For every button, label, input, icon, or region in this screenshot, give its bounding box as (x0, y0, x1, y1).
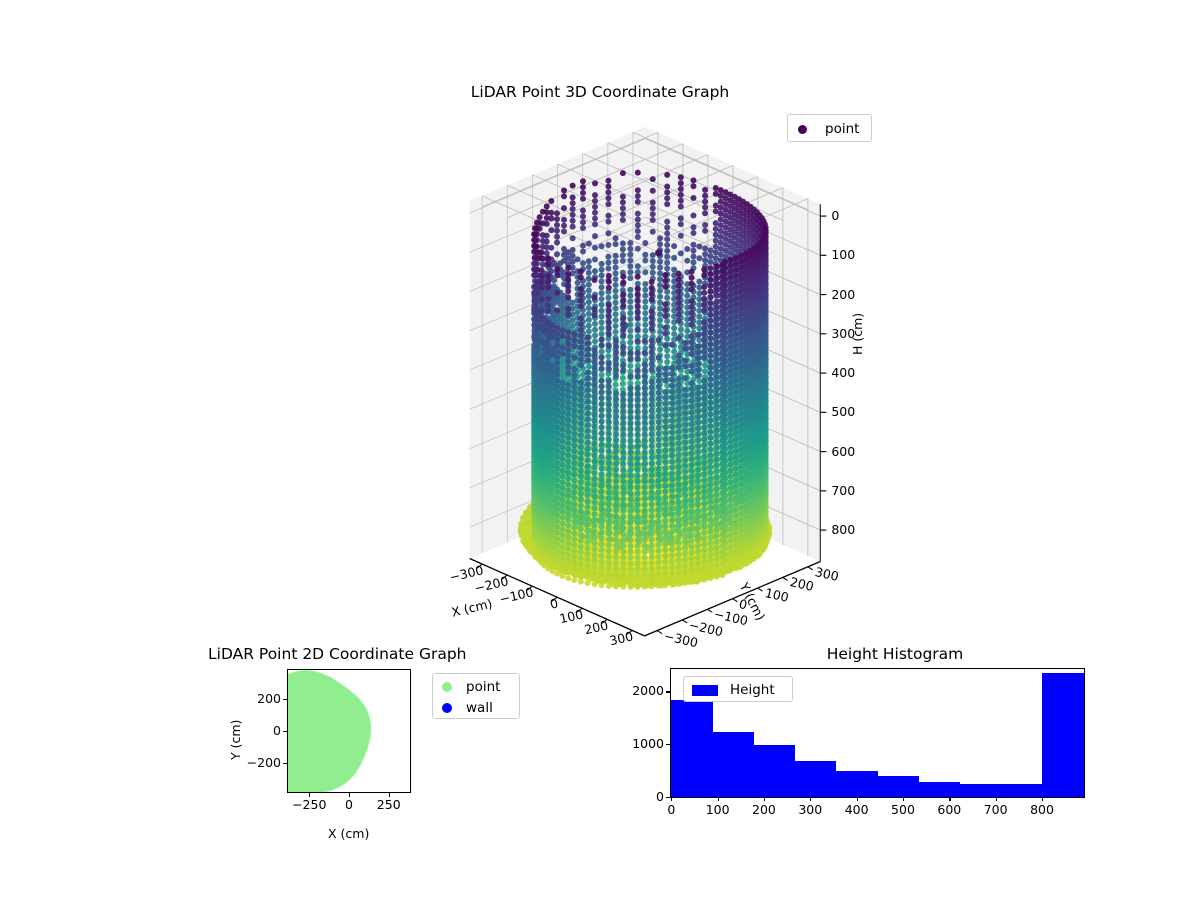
z-axis-label: H (cm) (850, 312, 865, 355)
axis-tick (665, 691, 670, 693)
x-tick-label-hist: 700 (983, 802, 1008, 818)
z-tick-label: 400 (831, 365, 856, 381)
legend-height-swatch (692, 684, 718, 696)
x-tick-label-hist: 300 (798, 802, 823, 818)
legend-height-label: Height (730, 682, 775, 698)
histogram-title-text: Height Histogram (826, 645, 964, 663)
z-tick-label: 700 (831, 482, 856, 498)
y-tick-label-hist: 1000 (632, 736, 664, 752)
legend-point-label-2d: point (466, 678, 501, 695)
y-tick-label-hist: 0 (656, 788, 664, 804)
axis-tick (810, 796, 812, 802)
plot2d-title: LiDAR Point 2D Coordinate Graph (208, 645, 467, 663)
histogram-bar (712, 732, 754, 797)
axis-tick (283, 731, 287, 733)
legend-wall-label-2d: wall (466, 699, 493, 716)
z-tick-label: 200 (831, 286, 856, 302)
plot2d-legend: point wall (432, 673, 520, 719)
axis-tick (665, 744, 670, 746)
plot3d-canvas (469, 126, 827, 637)
histogram-bar (877, 776, 919, 797)
axis-tick (717, 796, 719, 802)
plot3d-legend: point (787, 114, 872, 142)
z-tick-label: 0 (831, 208, 840, 224)
x-tick-label-hist: 800 (1030, 802, 1054, 818)
histogram-bar (671, 699, 713, 797)
axis-tick (349, 793, 351, 797)
histogram-bar (1000, 784, 1043, 797)
y-tick-label-2d: −200 (246, 754, 281, 770)
z-tick-label: 800 (831, 522, 856, 538)
x-tick-label-hist: 600 (937, 802, 962, 818)
z-tick-label: 600 (831, 443, 856, 459)
x-tick-label-2d: 0 (345, 797, 353, 812)
axis-tick (995, 796, 997, 802)
plot2d-canvas (288, 670, 410, 792)
histogram-title: Height Histogram (0, 645, 1200, 663)
y-tick-label-2d: 0 (273, 723, 281, 738)
x-tick-label-2d: −250 (292, 797, 327, 812)
z-tick-label: 300 (831, 325, 856, 341)
histogram-legend: Height (683, 676, 793, 702)
plot2d-xlabel: X (cm) (328, 826, 370, 841)
z-tick-label: 500 (831, 404, 856, 420)
histogram-bar (753, 744, 796, 797)
z-tick-label: 100 (831, 247, 856, 263)
legend-point-dot-2d (442, 681, 452, 692)
axis-tick (388, 793, 390, 797)
axis-tick (949, 796, 951, 802)
x-tick-label-2d: 250 (376, 797, 401, 812)
x-tick-label-hist: 500 (891, 802, 915, 818)
x-tick-label-hist: 100 (705, 802, 730, 818)
histogram-bar (835, 771, 878, 797)
y-tick-label-hist: 2000 (632, 683, 664, 699)
lidar-2d-axes (287, 669, 411, 793)
axis-tick (309, 793, 311, 797)
axis-tick (763, 796, 766, 802)
plot3d-title: LiDAR Point 3D Coordinate Graph (470, 83, 730, 101)
histogram-bar (794, 760, 837, 797)
histogram-bar (918, 781, 961, 797)
axis-tick (665, 796, 670, 798)
axis-tick (283, 762, 287, 764)
axis-tick (856, 796, 858, 802)
axis-tick (671, 796, 673, 802)
axis-tick (902, 796, 905, 802)
x-tick-label-hist: 0 (667, 802, 676, 818)
legend-wall-dot-2d (442, 702, 452, 713)
y-tick-label-2d: 200 (257, 691, 281, 707)
legend-point-label: point (825, 121, 860, 137)
histogram-bar (959, 783, 1002, 797)
legend-point-dot (798, 124, 807, 134)
axis-tick (1041, 796, 1044, 802)
x-tick-label-hist: 400 (844, 802, 869, 818)
lidar-3d-axes (250, 105, 930, 650)
x-tick-label-hist: 200 (752, 802, 776, 818)
histogram-bar (1042, 673, 1084, 797)
axis-tick (283, 699, 287, 701)
